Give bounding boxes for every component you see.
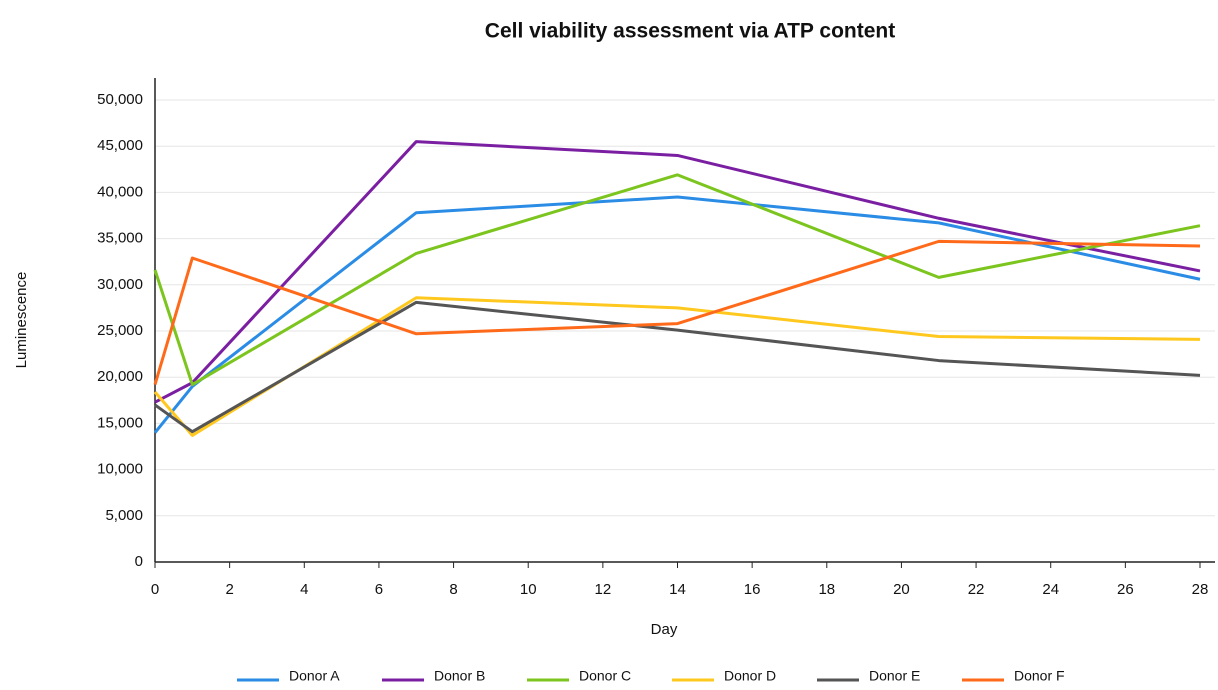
x-axis-label: Day: [651, 621, 678, 638]
y-tick-label: 25,000: [97, 322, 143, 339]
x-tick-label: 2: [225, 581, 233, 598]
series-line: [153, 195, 1201, 434]
x-tick-label: 16: [744, 581, 761, 598]
series-line: [153, 239, 1201, 386]
legend-label: Donor C: [579, 668, 631, 684]
x-tick-label: 26: [1117, 581, 1134, 598]
y-tick-label: 10,000: [97, 461, 143, 478]
x-tick-label: 6: [375, 581, 383, 598]
y-tick-label: 15,000: [97, 414, 143, 431]
x-tick-label: 8: [449, 581, 457, 598]
x-tick-label: 4: [300, 581, 308, 598]
legend-label: Donor F: [1014, 668, 1065, 684]
x-tick-label: 28: [1192, 581, 1209, 598]
x-tick-label: 18: [818, 581, 835, 598]
legend-label: Donor A: [289, 668, 340, 684]
chart-title: Cell viability assessment via ATP conten…: [485, 20, 895, 43]
legend-label: Donor B: [434, 668, 485, 684]
x-tick-label: 22: [968, 581, 985, 598]
y-tick-label: 40,000: [97, 183, 143, 200]
x-tick-label: 14: [669, 581, 686, 598]
x-tick-label: 10: [520, 581, 537, 598]
x-tick-label: 0: [151, 581, 159, 598]
legend-label: Donor D: [724, 668, 776, 684]
y-tick-label: 35,000: [97, 230, 143, 247]
y-tick-label: 20,000: [97, 368, 143, 385]
y-tick-label: 0: [135, 553, 143, 570]
y-tick-label: 30,000: [97, 276, 143, 293]
series-line: [154, 140, 1201, 404]
legend-label: Donor E: [869, 668, 920, 684]
x-tick-label: 20: [893, 581, 910, 598]
series-line: [154, 300, 1201, 434]
y-axis-label: Luminescence: [13, 272, 30, 369]
y-tick-label: 5,000: [105, 507, 143, 524]
y-tick-label: 45,000: [97, 137, 143, 154]
x-tick-label: 12: [595, 581, 612, 598]
y-tick-label: 50,000: [97, 91, 143, 108]
series-line: [153, 173, 1201, 387]
x-tick-label: 24: [1042, 581, 1059, 598]
